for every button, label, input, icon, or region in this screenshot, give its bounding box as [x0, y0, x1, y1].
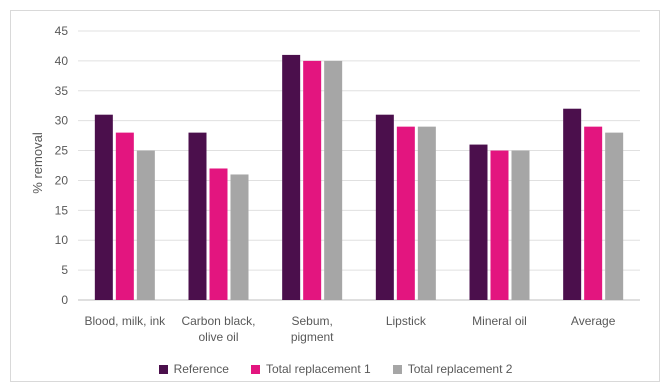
legend-label: Reference	[173, 362, 229, 376]
legend-swatch	[158, 364, 168, 374]
x-tick-label: Lipstick	[386, 314, 427, 328]
legend-item: Total replacement 2	[392, 362, 513, 376]
y-tick-label: 10	[55, 233, 69, 247]
x-tick-label: Sebum, pigment	[291, 314, 334, 344]
x-tick-labels: Blood, milk, ink Carbon black, olive oil Se…	[84, 314, 615, 344]
legend-label: Total replacement 1	[265, 362, 371, 376]
legend-swatch	[392, 364, 402, 374]
bar	[563, 108, 582, 300]
y-tick-label: 35	[55, 84, 69, 98]
x-tick-label: Carbon black, olive oil	[181, 314, 255, 344]
legend-item: Reference	[158, 362, 229, 376]
legend: Reference Total replacement 1 Total replac…	[0, 362, 671, 376]
bar	[375, 114, 394, 300]
bar	[584, 126, 603, 301]
x-tick-label: Blood, milk, ink	[84, 314, 166, 328]
y-tick-label: 30	[55, 114, 69, 128]
y-tick-label: 15	[55, 203, 69, 217]
y-tick-label: 40	[55, 54, 69, 68]
legend-item: Total replacement 1	[250, 362, 371, 376]
bar	[511, 150, 530, 300]
bar	[396, 126, 415, 301]
bar	[490, 150, 509, 300]
y-tick-label: 20	[55, 173, 69, 187]
legend-label: Total replacement 2	[407, 362, 513, 376]
bar	[282, 54, 301, 301]
bar	[94, 114, 113, 300]
x-tick-label: Average	[571, 314, 616, 328]
gridlines	[78, 30, 640, 301]
y-tick-labels: 0 5 10 15 20 25 30 35 40 45	[55, 24, 69, 307]
bar	[230, 174, 249, 300]
y-tick-label: 25	[55, 144, 69, 158]
y-tick-label: 5	[61, 263, 68, 277]
y-tick-label: 0	[61, 293, 68, 307]
bars	[94, 54, 624, 301]
legend-swatch	[250, 364, 260, 374]
bar	[417, 126, 436, 301]
bar	[136, 150, 155, 300]
bar	[115, 132, 134, 300]
y-tick-label: 45	[55, 24, 69, 38]
x-tick-label: Mineral oil	[472, 314, 527, 328]
bar	[209, 168, 228, 300]
y-axis-title: % removal	[30, 132, 45, 194]
bar	[324, 60, 343, 301]
bar	[469, 144, 488, 300]
bar	[188, 132, 207, 300]
bar	[303, 60, 322, 301]
bar	[605, 132, 624, 300]
